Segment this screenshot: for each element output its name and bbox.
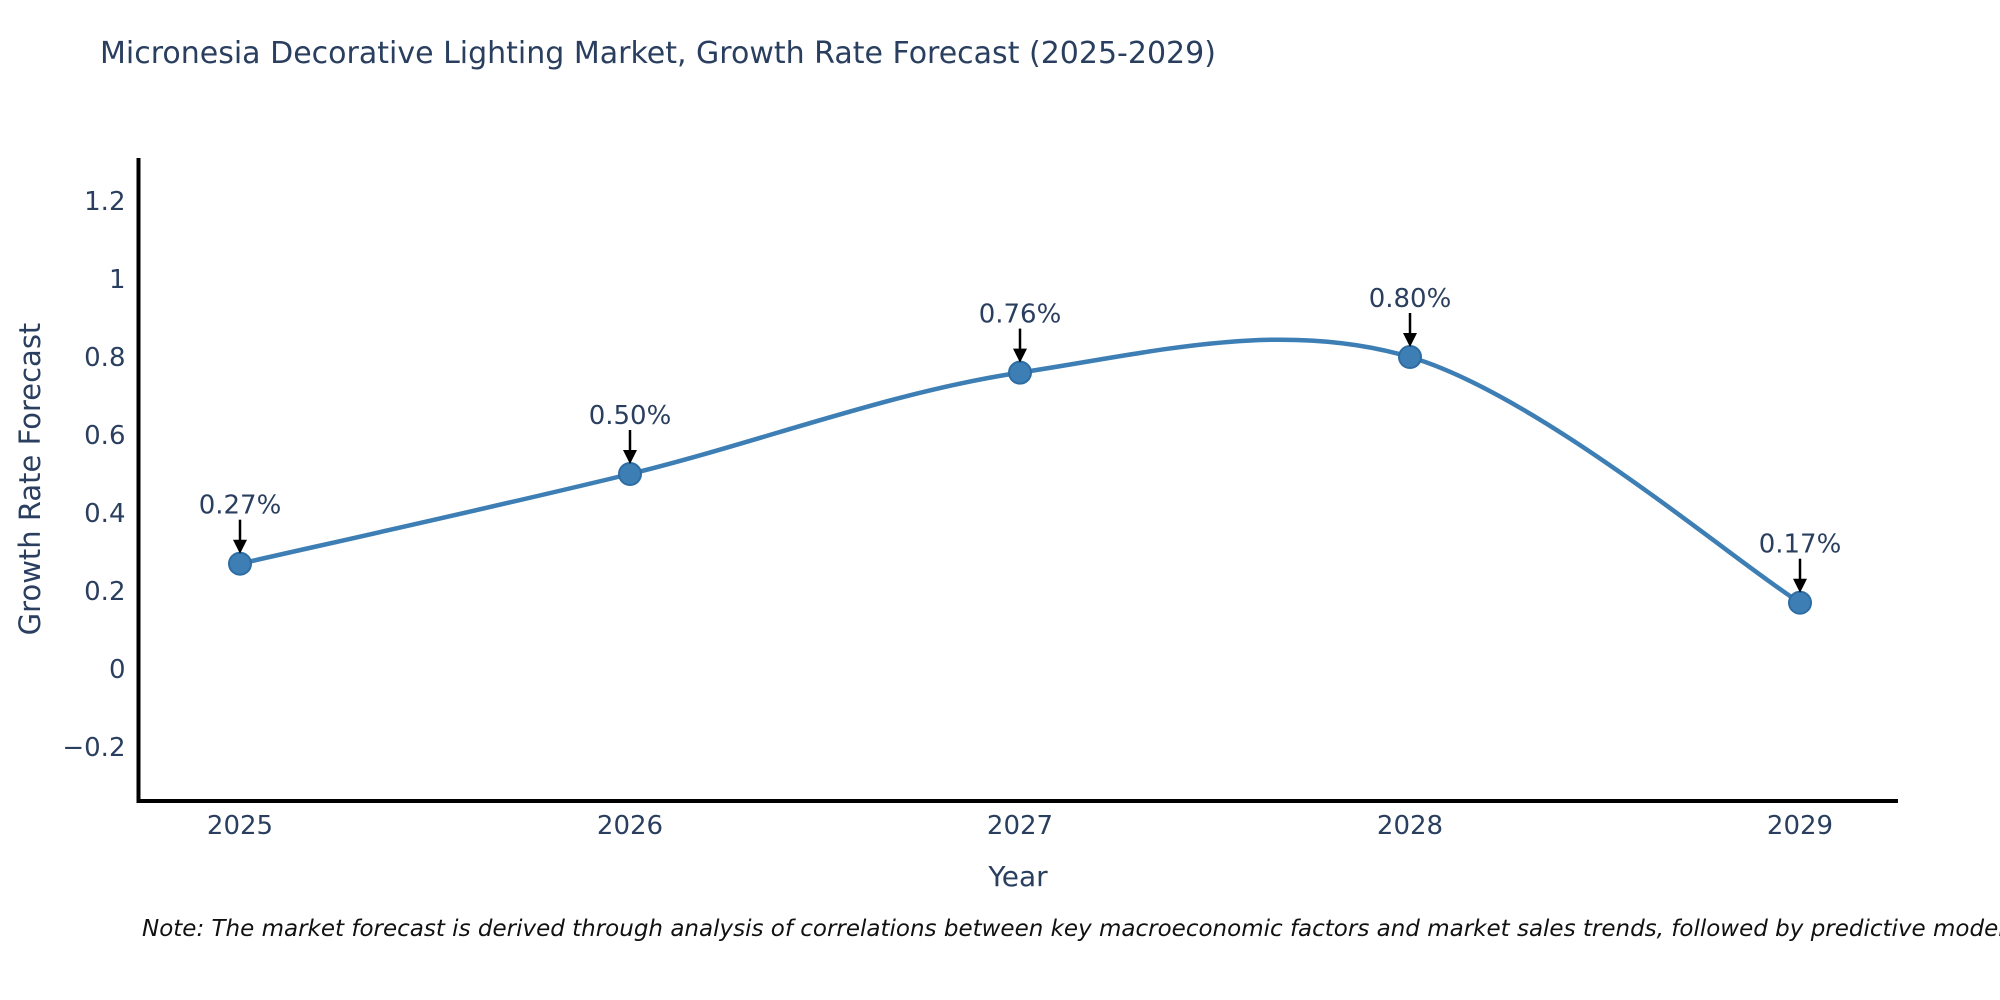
y-tick-label: 0.8: [84, 343, 125, 373]
annotation-label: 0.76%: [979, 300, 1062, 330]
chart-title: Micronesia Decorative Lighting Market, G…: [100, 36, 1216, 71]
data-point-marker: [1398, 345, 1422, 369]
x-axis-title: Year: [988, 860, 1048, 893]
data-point-marker: [228, 551, 252, 576]
data-point-marker: [1788, 590, 1812, 615]
x-tick-label: 2028: [1377, 811, 1443, 841]
x-tick-label: 2026: [597, 811, 663, 841]
y-tick-label: 1.2: [84, 187, 125, 217]
y-tick-label: 1: [109, 265, 126, 295]
y-tick-label: 0.2: [84, 577, 125, 607]
y-tick-label: −0.2: [62, 733, 125, 763]
y-tick-label: 0.4: [84, 499, 125, 529]
annotation-label: 0.50%: [589, 401, 672, 431]
x-tick-label: 2027: [987, 811, 1053, 841]
footnote: Note: The market forecast is derived thr…: [142, 916, 2000, 942]
annotation-label: 0.17%: [1759, 530, 1842, 560]
y-axis-title: Growth Rate Forecast: [13, 322, 47, 636]
annotation-arrow-head: [623, 450, 637, 464]
data-point-marker: [1008, 360, 1032, 385]
data-point-marker: [618, 462, 642, 486]
y-tick-label: 0.6: [84, 421, 125, 451]
annotation-arrow-head: [233, 539, 247, 554]
x-tick-label: 2029: [1767, 811, 1833, 841]
annotation-arrow-head: [1013, 348, 1027, 363]
annotation-arrow-head: [1793, 578, 1807, 593]
annotation-label: 0.80%: [1369, 284, 1452, 314]
annotation-label: 0.27%: [199, 491, 282, 521]
annotation-arrow-head: [1403, 333, 1417, 347]
x-tick-label: 2025: [207, 811, 273, 841]
y-tick-label: 0: [109, 655, 126, 685]
